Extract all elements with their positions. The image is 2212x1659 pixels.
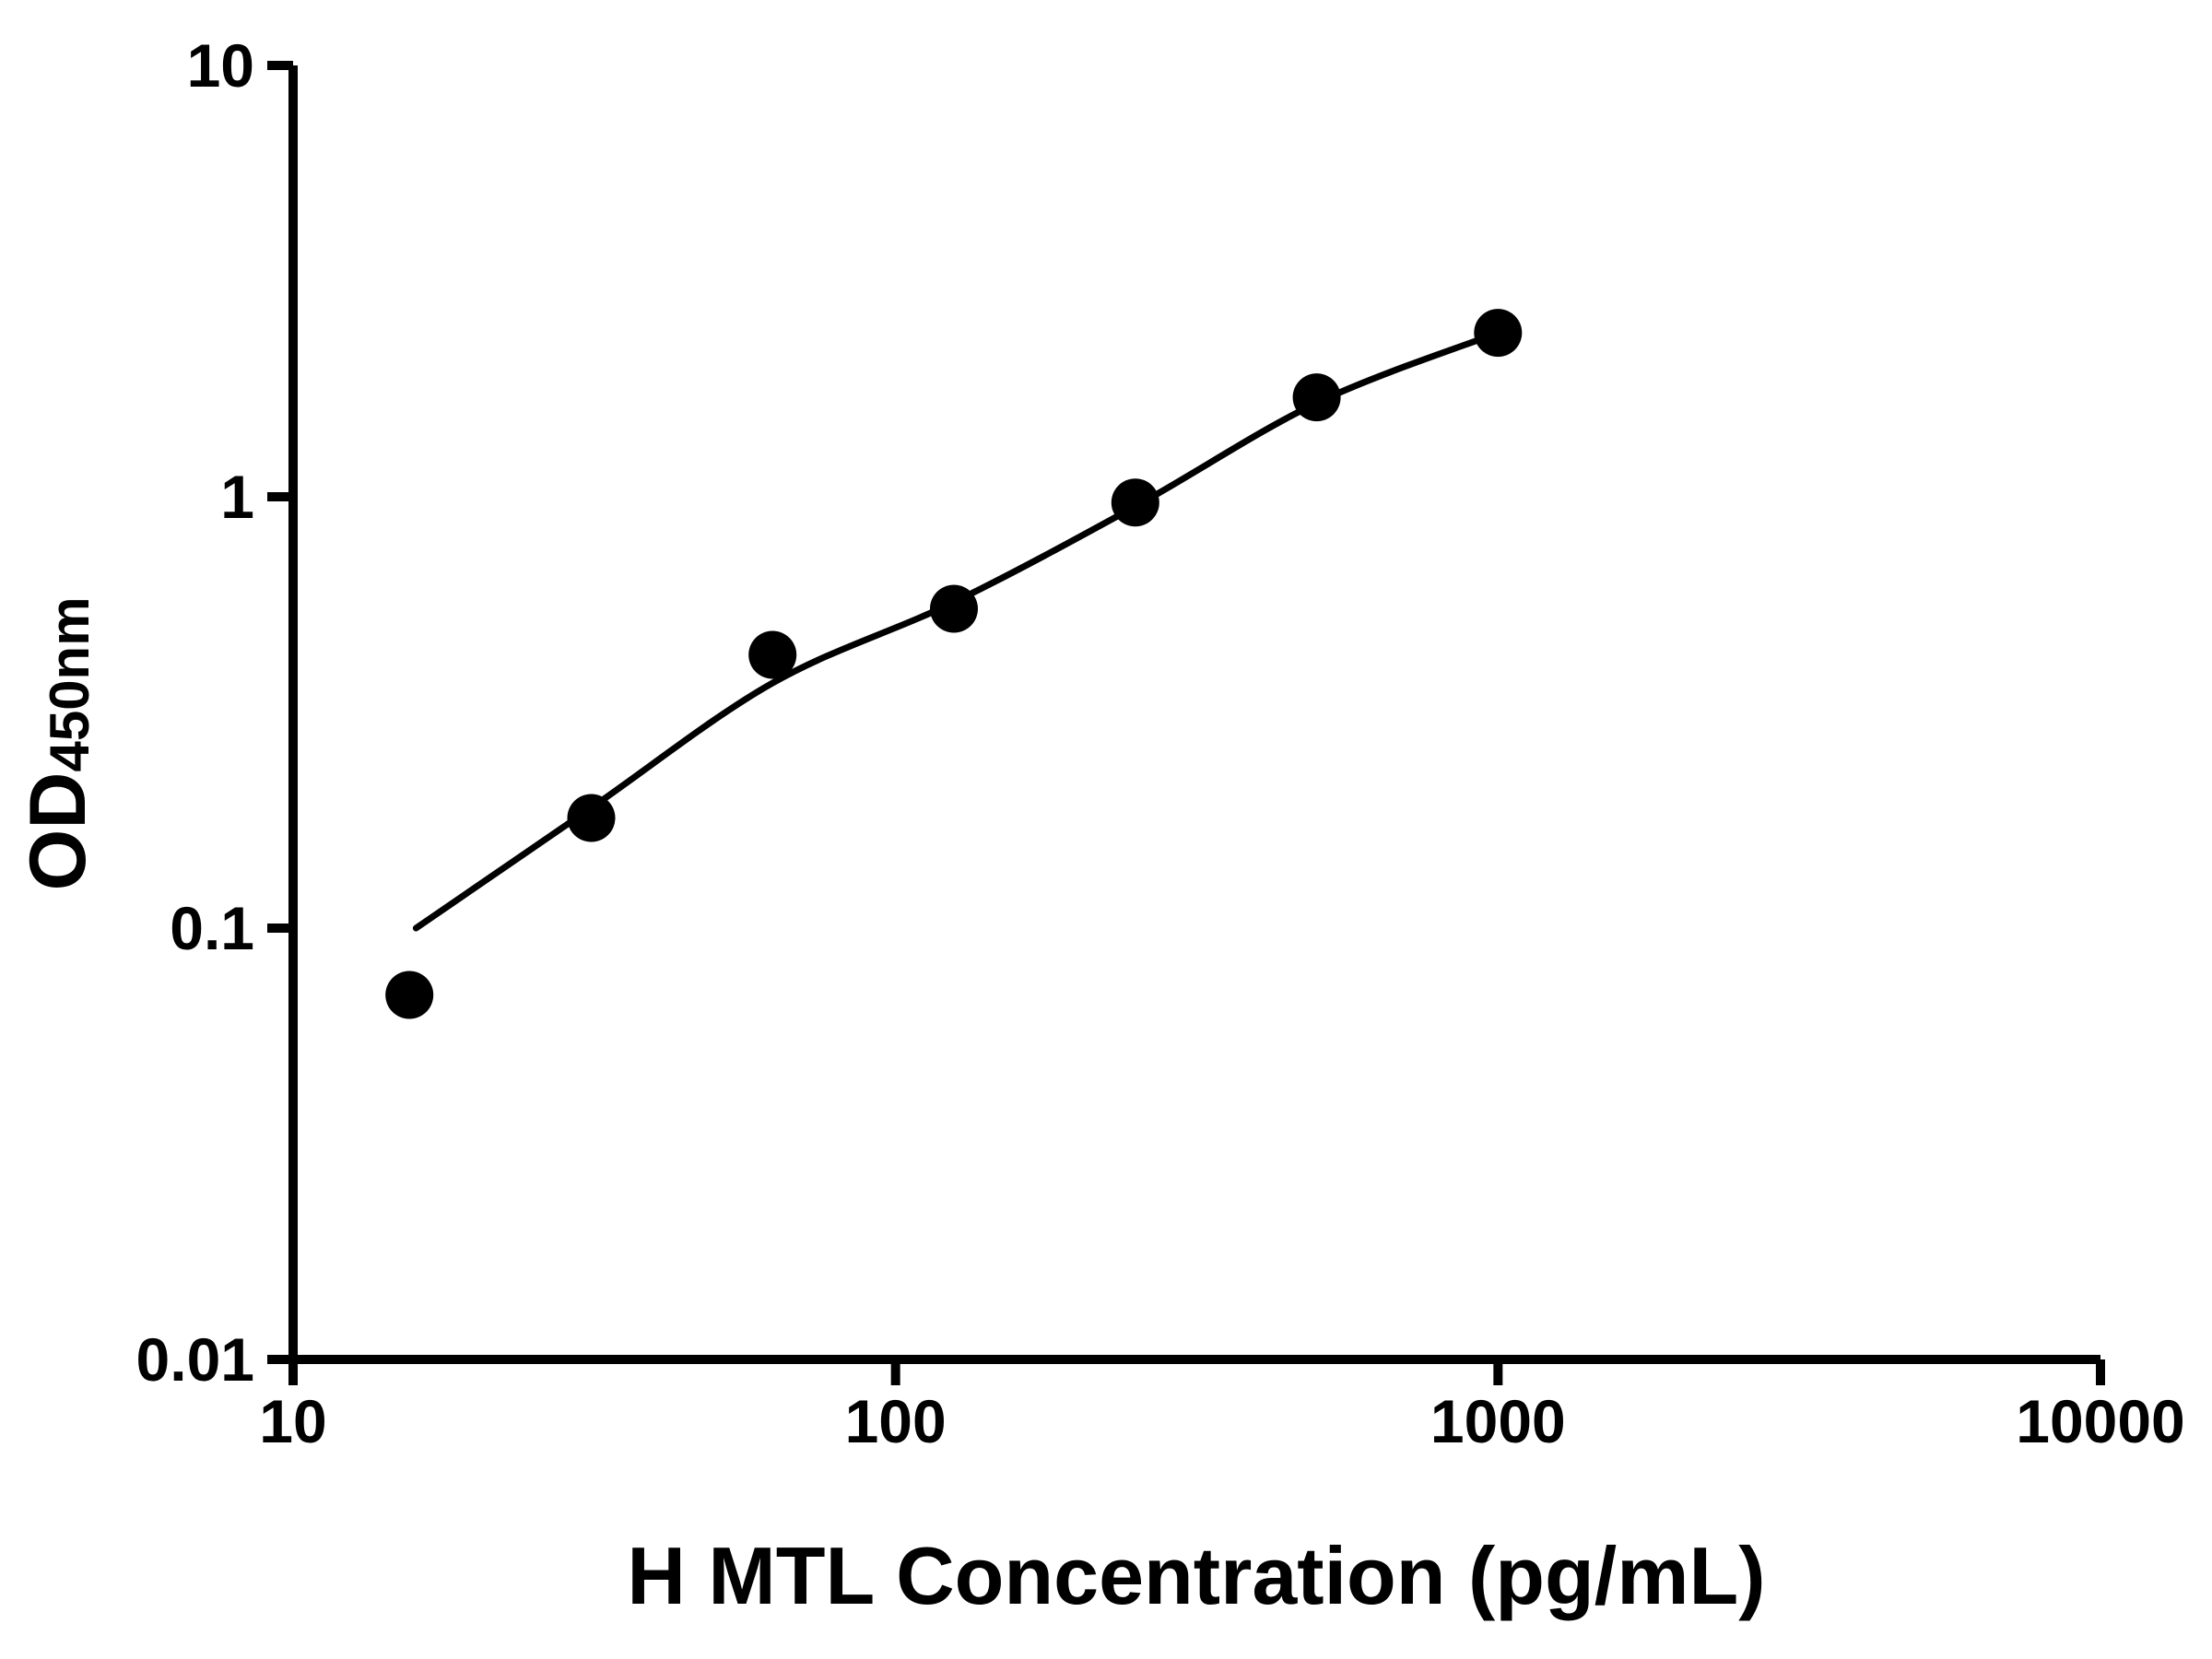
y-tick-label: 0.1 bbox=[170, 894, 254, 962]
data-point bbox=[385, 971, 434, 1019]
data-point bbox=[1292, 373, 1341, 422]
y-tick-label: 10 bbox=[187, 31, 254, 100]
data-point bbox=[748, 630, 797, 679]
plot-area: 10 100 1000 10000 0.01 0.1 1 10 bbox=[136, 31, 2185, 1455]
data-point bbox=[567, 794, 616, 842]
y-tick-label: 0.01 bbox=[136, 1325, 254, 1394]
x-tick-label: 10000 bbox=[2016, 1387, 2185, 1455]
data-point bbox=[930, 584, 978, 633]
data-point bbox=[1111, 478, 1159, 527]
x-tick-label: 10 bbox=[259, 1387, 326, 1455]
data-point bbox=[1474, 309, 1523, 358]
y-axis-title: OD450nm bbox=[14, 596, 102, 890]
y-tick-label: 1 bbox=[220, 463, 254, 531]
x-axis-title: H MTL Concentration (pg/mL) bbox=[627, 1530, 1765, 1621]
x-tick-label: 1000 bbox=[1430, 1387, 1566, 1455]
x-tick-label: 100 bbox=[845, 1387, 947, 1455]
